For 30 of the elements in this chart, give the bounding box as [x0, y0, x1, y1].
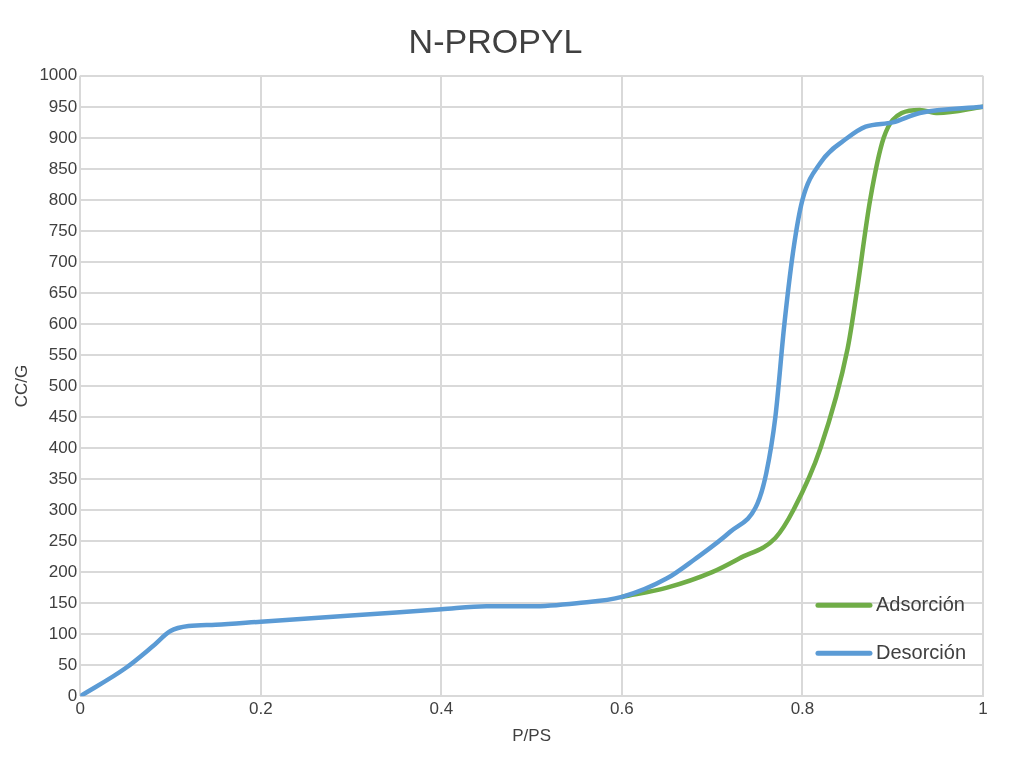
y-tick-label: 200 [48, 561, 78, 581]
y-tick-label: 350 [48, 468, 78, 488]
y-tick-label: 750 [48, 220, 78, 240]
y-tick-label: 250 [48, 530, 78, 550]
y-tick-label: 650 [48, 282, 78, 302]
y-tick-label: 500 [48, 375, 78, 395]
y-tick-label: 400 [48, 437, 78, 457]
y-tick-label: 550 [48, 344, 78, 364]
x-tick-label: 0.2 [248, 699, 273, 719]
x-tick-label: 0.6 [610, 699, 634, 719]
legend-label: Desorción [875, 640, 967, 663]
y-tick-label: 300 [48, 499, 78, 519]
y-tick-label: 150 [48, 592, 78, 612]
y-tick-label: 850 [48, 158, 78, 178]
y-tick-label: 600 [48, 313, 78, 333]
chart-title: N-PROPYL [408, 21, 583, 60]
x-axis-title: P/PS [512, 726, 551, 746]
y-tick-label: 50 [58, 654, 78, 674]
y-tick-label: 100 [48, 623, 78, 643]
x-tick-label: 0.4 [429, 699, 454, 719]
x-tick-label: 0.8 [790, 699, 815, 719]
legend-label: Adsorción [875, 592, 965, 615]
y-axis-title: CC/G [11, 364, 31, 408]
y-tick-label: 700 [48, 251, 78, 271]
y-tick-label: 900 [48, 127, 78, 147]
y-tick-label: 450 [48, 406, 78, 426]
y-tick-label: 950 [48, 96, 78, 116]
y-tick-label: 800 [48, 189, 78, 209]
x-tick-label: 1 [978, 699, 988, 719]
y-tick-label: 1000 [39, 65, 78, 85]
